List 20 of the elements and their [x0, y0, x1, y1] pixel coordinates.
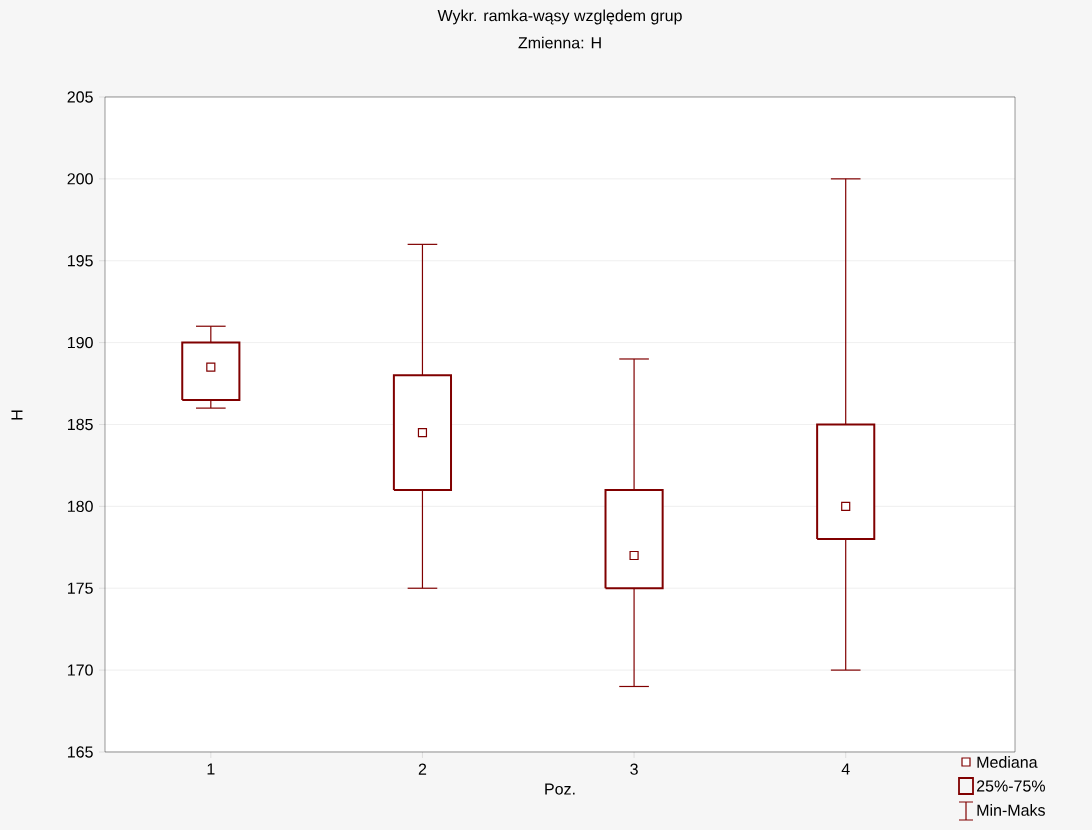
text: Min-Maks: [977, 804, 1045, 816]
x-tick-label: 2: [418, 763, 427, 775]
y-tick-label: 185: [68, 418, 93, 431]
text: Mediana: [977, 756, 1038, 768]
y-tick-label: 190: [68, 336, 93, 349]
y-tick-label: 180: [68, 500, 93, 513]
x-tick-label: 4: [841, 763, 850, 775]
y-tick-label: 195: [68, 255, 93, 267]
y-axis-title: H: [11, 410, 23, 420]
y-tick-label: 170: [68, 664, 93, 676]
y-tick-label: 165: [68, 746, 93, 758]
x-tick-label: 1: [207, 763, 215, 775]
x-axis-title: Poz.: [545, 783, 575, 795]
chart-title: Wykr. ramka-wąsy względem grup: [437, 9, 682, 25]
x-tick-label: 3: [630, 763, 638, 775]
y-tick-label: 205: [67, 91, 93, 103]
chart-subtitle: Zmienna: H: [518, 36, 601, 49]
text: 25%-75%: [977, 780, 1045, 792]
y-tick-label: 175: [68, 582, 93, 594]
y-tick-label: 200: [67, 173, 93, 185]
